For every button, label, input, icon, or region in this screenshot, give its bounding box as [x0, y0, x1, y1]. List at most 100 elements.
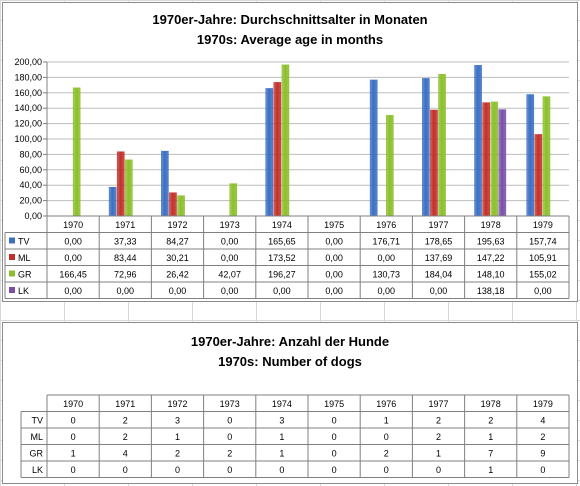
count-cell: 2 — [227, 449, 232, 459]
bar-gr — [125, 159, 133, 217]
count-cell: 0 — [71, 432, 76, 442]
bar-ml — [169, 192, 177, 217]
count-cell: 7 — [488, 449, 493, 459]
count-cell: 2 — [175, 449, 180, 459]
y-tick-label: 60,00 — [19, 165, 42, 175]
data-label: 0,00 — [117, 286, 135, 296]
count-cell: 0 — [332, 416, 337, 426]
y-tick-label: 200,00 — [14, 57, 42, 67]
data-label: 0,00 — [378, 253, 396, 263]
average-age-chart-panel[interactable]: 1970er-Jahre: Durchschnittsalter in Mona… — [2, 2, 578, 302]
data-label: 0,00 — [273, 286, 291, 296]
data-label: 148,10 — [477, 270, 505, 280]
bar-ml — [430, 109, 438, 217]
y-tick-label: 120,00 — [14, 119, 42, 129]
y-tick-label: 20,00 — [19, 196, 42, 206]
average-age-chart: 1970er-Jahre: Durchschnittsalter in Mona… — [4, 12, 570, 299]
y-tick-label: 180,00 — [14, 72, 42, 82]
row-label: GR — [30, 449, 44, 459]
count-cell: 0 — [71, 416, 76, 426]
dog-count-table-panel[interactable]: 1970er-Jahre: Anzahl der Hunde 1970s: Num… — [2, 322, 578, 484]
count-cell: 1 — [436, 449, 441, 459]
count-cell: 0 — [384, 432, 389, 442]
count-cell: 2 — [436, 432, 441, 442]
count-cell: 1 — [488, 432, 493, 442]
data-label: 37,33 — [114, 237, 137, 247]
y-tick-label: 40,00 — [19, 180, 42, 190]
legend-key-gr — [9, 270, 15, 277]
bar-ml — [116, 151, 125, 217]
category-label: 1978 — [481, 399, 501, 409]
count-cell: 1 — [175, 432, 180, 442]
category-label: 1971 — [115, 399, 135, 409]
data-label: 0,00 — [169, 286, 187, 296]
count-cell: 0 — [175, 465, 180, 475]
data-label: 0,00 — [378, 286, 396, 296]
category-label: 1975 — [324, 220, 344, 230]
count-cell: 3 — [175, 416, 180, 426]
data-label: 72,96 — [114, 270, 137, 280]
category-label: 1970 — [63, 399, 83, 409]
legend-label: GR — [18, 270, 32, 280]
bar-gr — [281, 64, 290, 217]
data-label: 157,74 — [529, 237, 557, 247]
count-cell: 1 — [488, 465, 493, 475]
bar-tv — [108, 187, 117, 217]
data-label: 0,00 — [64, 286, 82, 296]
y-tick-label: 0,00 — [24, 211, 42, 221]
data-label: 165,65 — [268, 237, 296, 247]
bar-gr — [177, 195, 185, 217]
data-label: 0,00 — [221, 253, 239, 263]
data-label: 0,00 — [64, 253, 82, 263]
y-tick-label: 80,00 — [19, 149, 42, 159]
count-cell: 1 — [71, 449, 76, 459]
bar-tv — [526, 94, 535, 217]
count-cell: 4 — [123, 449, 128, 459]
data-label: 0,00 — [430, 286, 448, 296]
category-label: 1975 — [324, 399, 344, 409]
count-cell: 2 — [488, 416, 493, 426]
category-label: 1976 — [376, 220, 396, 230]
data-label: 84,27 — [166, 237, 189, 247]
count-cell: 0 — [227, 416, 232, 426]
data-label: 42,07 — [218, 270, 241, 280]
count-cell: 2 — [123, 416, 128, 426]
data-label: 196,27 — [268, 270, 296, 280]
data-label: 83,44 — [114, 253, 137, 263]
count-cell: 2 — [123, 432, 128, 442]
data-label: 0,00 — [64, 237, 82, 247]
row-label: LK — [32, 465, 43, 475]
category-label: 1974 — [272, 220, 292, 230]
count-cell: 9 — [540, 449, 545, 459]
category-label: 1977 — [428, 399, 448, 409]
count-cell: 2 — [384, 449, 389, 459]
legend-key-tv — [9, 237, 15, 244]
bar-tv — [161, 150, 169, 217]
data-label: 173,52 — [268, 253, 296, 263]
data-label: 137,69 — [425, 253, 453, 263]
count-cell: 1 — [384, 416, 389, 426]
count-cell: 1 — [279, 432, 284, 442]
category-label: 1973 — [220, 220, 240, 230]
legend-key-ml — [9, 254, 15, 260]
count-cell: 3 — [279, 416, 284, 426]
data-label: 26,42 — [166, 270, 189, 280]
bar-gr — [438, 74, 446, 217]
bar-gr — [490, 101, 499, 217]
category-label: 1978 — [481, 220, 501, 230]
data-label: 178,65 — [425, 237, 453, 247]
bar-gr — [542, 96, 551, 217]
data-label: 0,00 — [534, 286, 552, 296]
count-cell: 4 — [540, 416, 545, 426]
table-title: 1970er-Jahre: Anzahl der Hunde — [191, 334, 389, 349]
table-subtitle: 1970s: Number of dogs — [218, 354, 362, 369]
category-label: 1979 — [533, 399, 553, 409]
bar-lk — [498, 109, 507, 217]
category-label: 1973 — [220, 399, 240, 409]
count-cell: 0 — [227, 465, 232, 475]
count-cell: 0 — [227, 432, 232, 442]
count-cell: 2 — [540, 432, 545, 442]
count-cell: 0 — [540, 465, 545, 475]
category-label: 1976 — [376, 399, 396, 409]
data-label: 0,00 — [325, 253, 343, 263]
